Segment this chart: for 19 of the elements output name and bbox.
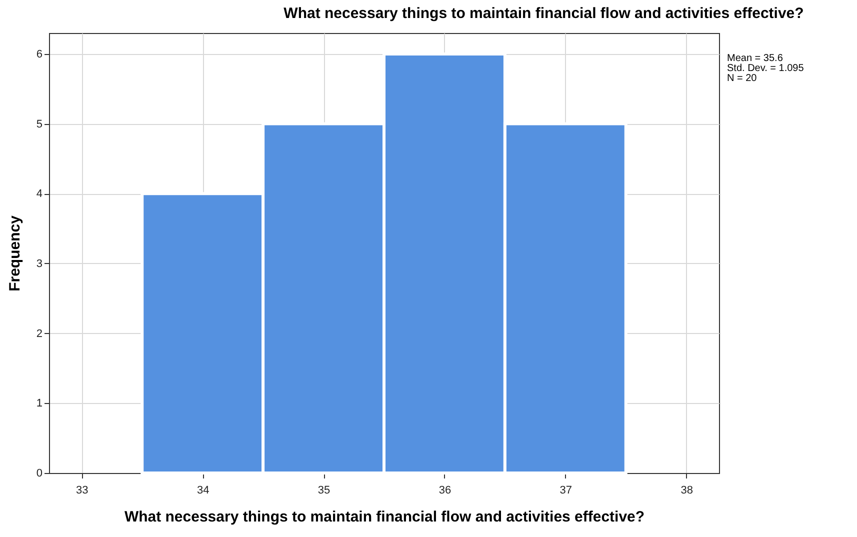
- x-tick-label: 34: [196, 484, 210, 496]
- x-tick-label: 35: [318, 484, 330, 496]
- y-tick-label: 6: [36, 48, 42, 60]
- y-tick-label: 2: [36, 328, 42, 340]
- x-tick-label: 36: [438, 484, 452, 496]
- y-tick-label: 0: [36, 468, 42, 480]
- y-tick-label: 1: [36, 398, 42, 410]
- chart-title: What necessary things to maintain financial flow and activities effective?: [284, 5, 804, 22]
- y-tick-label: 5: [36, 118, 42, 130]
- text: Std. Dev. = 1.095: [727, 63, 804, 74]
- x-tick-label: 33: [76, 484, 88, 496]
- x-tick-label: 38: [680, 484, 693, 496]
- y-tick-label: 3: [36, 258, 42, 270]
- x-tick-label: 37: [560, 484, 572, 496]
- y-axis-title: Frequency: [6, 214, 24, 292]
- y-tick-label: 4: [36, 188, 42, 200]
- text: N = 20: [727, 73, 758, 84]
- x-axis-title: What necessary things to maintain financial flow and activities effective?: [124, 508, 645, 526]
- text: Mean = 35.6: [727, 53, 784, 64]
